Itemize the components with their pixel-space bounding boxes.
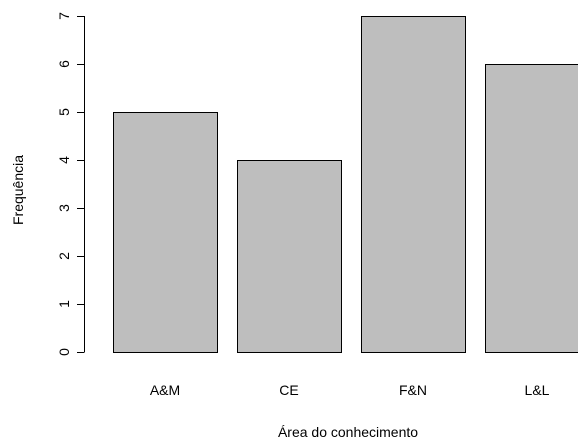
y-axis-title: Frequência xyxy=(10,155,26,225)
x-axis-title: Área do conhecimento xyxy=(278,424,418,439)
x-tick-label: L&L xyxy=(525,382,550,398)
bar-a-m xyxy=(113,112,218,353)
y-tick-label: 1 xyxy=(56,300,72,308)
bar-ce xyxy=(237,160,342,353)
x-tick-label: A&M xyxy=(150,382,180,398)
y-tick-label: 4 xyxy=(56,156,72,164)
y-tick-label: 6 xyxy=(56,60,72,68)
y-tick-label: 7 xyxy=(56,12,72,20)
x-tick-label: CE xyxy=(279,382,298,398)
bar-f-n xyxy=(361,16,466,353)
bar-l-l xyxy=(485,64,578,353)
x-axis-labels: A&M CE F&N L&L xyxy=(150,382,550,398)
y-tick-label: 2 xyxy=(56,252,72,260)
y-tick-label: 5 xyxy=(56,108,72,116)
y-tick-label: 0 xyxy=(56,348,72,356)
bars-group xyxy=(113,16,578,353)
y-axis: 0 1 2 3 4 5 6 7 xyxy=(56,12,85,356)
x-tick-label: F&N xyxy=(399,382,427,398)
y-tick-label: 3 xyxy=(56,204,72,212)
